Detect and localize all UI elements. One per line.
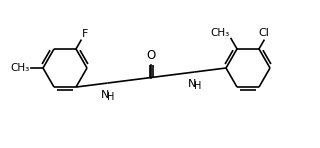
- Text: H: H: [107, 92, 114, 102]
- Text: N: N: [101, 90, 110, 100]
- Text: Cl: Cl: [259, 28, 269, 38]
- Text: F: F: [82, 29, 88, 39]
- Text: H: H: [194, 81, 201, 91]
- Text: O: O: [146, 49, 156, 62]
- Text: CH₃: CH₃: [11, 63, 30, 73]
- Text: CH₃: CH₃: [211, 28, 230, 38]
- Text: N: N: [188, 79, 197, 89]
